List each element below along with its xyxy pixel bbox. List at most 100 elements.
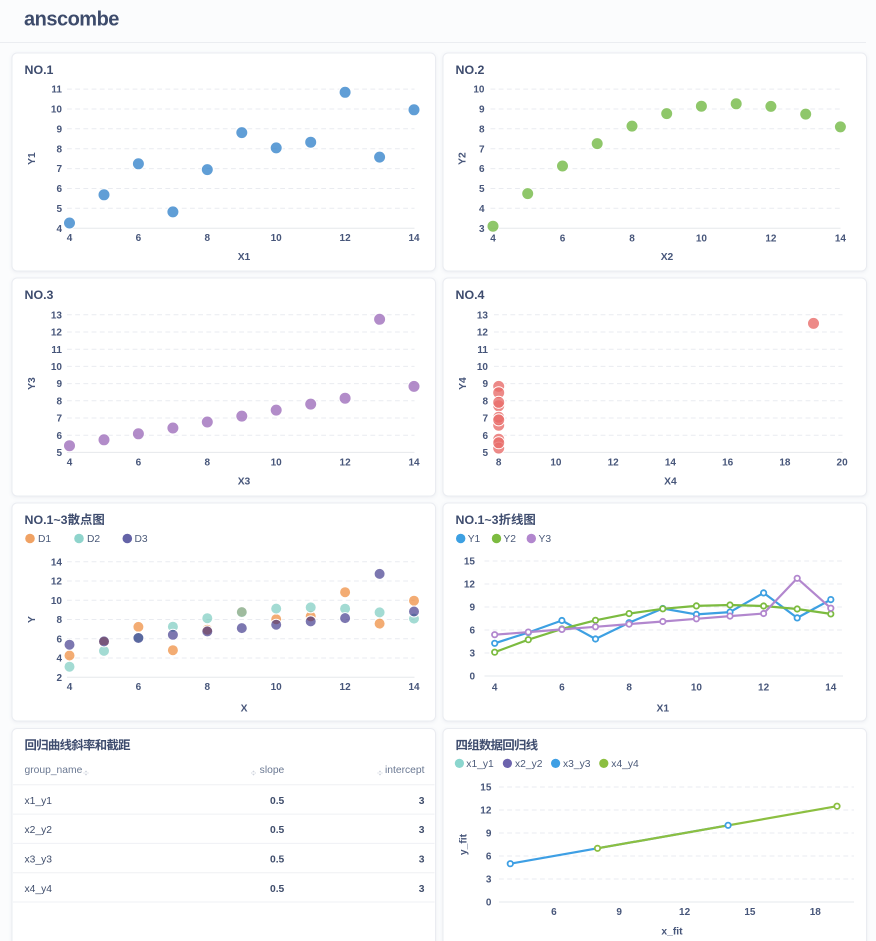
svg-text:9: 9	[482, 379, 488, 390]
svg-text:NO.1~3: NO.1~3	[25, 513, 68, 527]
svg-text:15: 15	[464, 557, 476, 568]
svg-text:6: 6	[486, 852, 492, 863]
svg-text:10: 10	[473, 85, 485, 96]
svg-text:12: 12	[340, 458, 352, 469]
svg-text:12: 12	[480, 806, 492, 817]
svg-text:3: 3	[419, 825, 425, 836]
svg-text:Y2: Y2	[458, 152, 469, 165]
svg-text:4: 4	[490, 234, 496, 245]
svg-text:Y: Y	[27, 616, 38, 623]
svg-text:9: 9	[469, 603, 475, 614]
svg-text:8: 8	[205, 233, 211, 244]
svg-text:D3: D3	[135, 534, 148, 545]
svg-text:NO.1: NO.1	[25, 63, 54, 77]
svg-text:14: 14	[51, 557, 63, 568]
svg-text:4: 4	[56, 224, 62, 235]
svg-text:NO.3: NO.3	[25, 288, 54, 302]
svg-text:NO.4: NO.4	[456, 288, 485, 302]
svg-text:4: 4	[67, 682, 73, 693]
svg-text:0: 0	[486, 898, 492, 909]
svg-text:anscombe: anscombe	[24, 9, 119, 31]
svg-text:x3_y3: x3_y3	[563, 759, 591, 770]
svg-text:Y1: Y1	[468, 534, 481, 545]
svg-text:Y3: Y3	[539, 534, 552, 545]
svg-text:10: 10	[271, 682, 283, 693]
svg-text:4: 4	[67, 458, 73, 469]
svg-text:6: 6	[136, 458, 142, 469]
svg-text:3: 3	[469, 649, 475, 660]
svg-text:14: 14	[408, 458, 420, 469]
svg-text:D2: D2	[87, 534, 100, 545]
svg-text:5: 5	[479, 184, 485, 195]
svg-text:7: 7	[56, 164, 62, 175]
svg-text:12: 12	[679, 907, 691, 918]
svg-text:6: 6	[482, 431, 488, 442]
svg-text:10: 10	[51, 596, 63, 607]
svg-text:8: 8	[56, 396, 62, 407]
svg-text:8: 8	[629, 234, 635, 245]
svg-text:10: 10	[550, 458, 562, 469]
svg-text:0: 0	[469, 672, 475, 683]
svg-text:9: 9	[616, 907, 622, 918]
svg-text:X3: X3	[238, 477, 251, 488]
svg-text:NO.1~3: NO.1~3	[456, 513, 499, 527]
svg-text:11: 11	[51, 85, 62, 96]
svg-text:6: 6	[136, 233, 142, 244]
svg-text:5: 5	[482, 448, 488, 459]
svg-text:3: 3	[419, 796, 425, 807]
svg-text:10: 10	[696, 234, 708, 245]
svg-text:12: 12	[765, 234, 777, 245]
svg-text:6: 6	[56, 431, 62, 442]
svg-text:12: 12	[758, 683, 770, 694]
svg-text:9: 9	[56, 379, 62, 390]
svg-text:14: 14	[825, 683, 837, 694]
svg-text:x4_y4: x4_y4	[25, 884, 53, 895]
svg-text:x1_y1: x1_y1	[25, 796, 53, 807]
svg-text:8: 8	[205, 682, 211, 693]
svg-text:18: 18	[779, 458, 791, 469]
svg-text:12: 12	[477, 328, 489, 339]
svg-text:12: 12	[51, 328, 63, 339]
svg-text:15: 15	[480, 783, 492, 794]
svg-text:Y1: Y1	[27, 152, 38, 165]
svg-text:7: 7	[482, 414, 488, 425]
svg-text:x2_y2: x2_y2	[25, 825, 53, 836]
svg-text:6: 6	[551, 907, 557, 918]
svg-text:14: 14	[665, 458, 677, 469]
svg-text:D1: D1	[38, 534, 51, 545]
svg-text:10: 10	[271, 233, 283, 244]
svg-text:Y2: Y2	[503, 534, 516, 545]
svg-text:intercept: intercept	[385, 765, 425, 776]
svg-text:6: 6	[56, 634, 62, 645]
svg-text:12: 12	[51, 577, 63, 588]
svg-text:15: 15	[744, 907, 756, 918]
svg-text:20: 20	[837, 458, 849, 469]
svg-text:Y4: Y4	[458, 377, 469, 390]
svg-text:9: 9	[56, 124, 62, 135]
svg-text:8: 8	[479, 124, 485, 135]
svg-text:13: 13	[51, 310, 63, 321]
svg-text:9: 9	[486, 829, 492, 840]
svg-text:12: 12	[340, 233, 352, 244]
svg-text:6: 6	[56, 184, 62, 195]
svg-text:12: 12	[608, 458, 620, 469]
svg-text:8: 8	[626, 683, 632, 694]
svg-text:4: 4	[479, 204, 485, 215]
svg-text:4: 4	[67, 233, 73, 244]
svg-text:Y3: Y3	[27, 377, 38, 390]
svg-text:10: 10	[51, 362, 63, 373]
svg-text:8: 8	[56, 615, 62, 626]
svg-text:9: 9	[479, 105, 485, 116]
svg-text:NO.2: NO.2	[456, 63, 485, 77]
svg-text:14: 14	[835, 234, 847, 245]
svg-text:x1_y1: x1_y1	[466, 759, 494, 770]
svg-text:16: 16	[722, 458, 734, 469]
svg-text:0.5: 0.5	[270, 884, 285, 895]
svg-text:3: 3	[419, 855, 425, 866]
svg-text:x4_y4: x4_y4	[611, 759, 639, 770]
svg-text:12: 12	[464, 580, 476, 591]
svg-text:2: 2	[56, 673, 62, 684]
svg-text:4: 4	[56, 654, 62, 665]
svg-text:10: 10	[271, 458, 283, 469]
svg-text:8: 8	[496, 458, 502, 469]
